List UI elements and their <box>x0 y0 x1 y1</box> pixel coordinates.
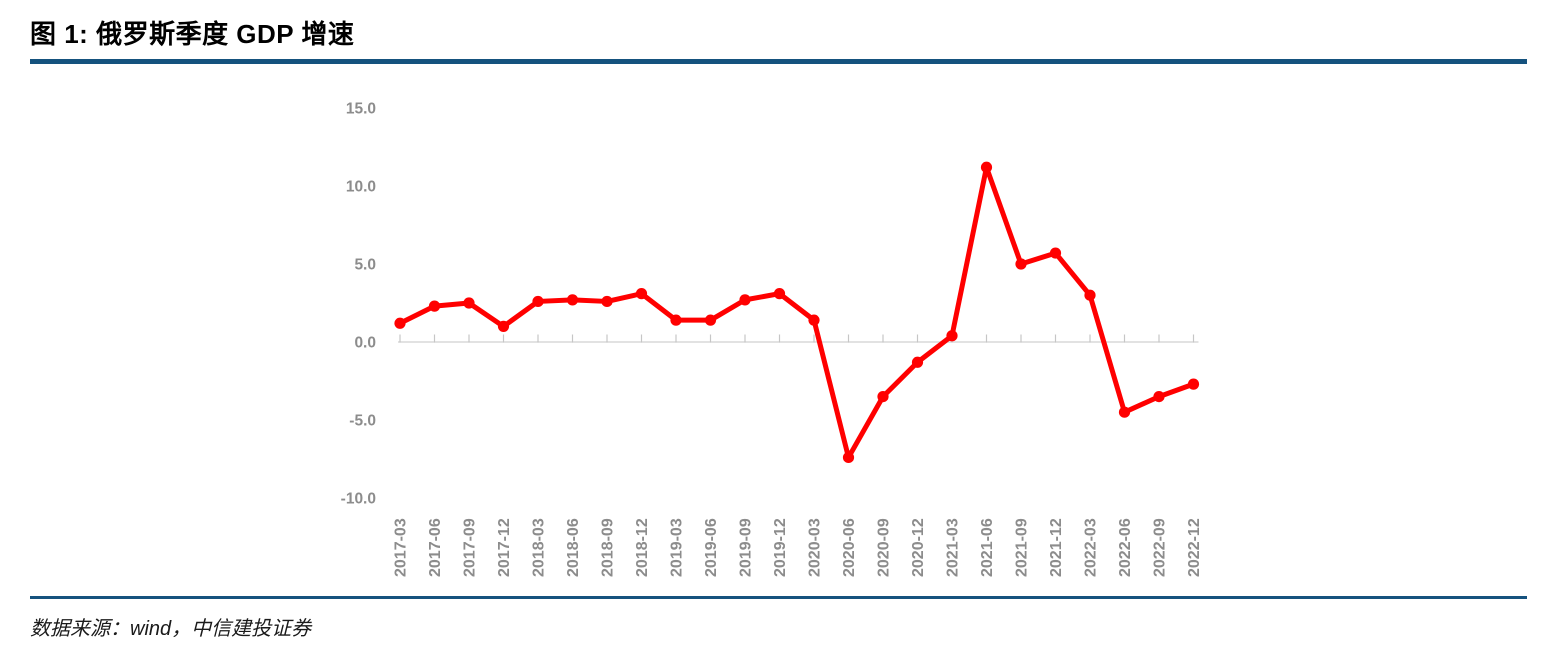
data-point-2020-03 <box>808 314 820 326</box>
data-point-2018-06 <box>566 294 579 306</box>
x-axis-label: 2020-12 <box>910 518 927 577</box>
x-axis-label: 2019-09 <box>738 518 755 577</box>
y-axis-label: 15.0 <box>346 101 376 118</box>
x-axis-label: 2019-12 <box>772 518 789 577</box>
x-axis-label: 2021-03 <box>945 518 962 577</box>
x-axis-label: 2017-09 <box>462 518 479 577</box>
x-axis-label: 2018-03 <box>531 518 548 577</box>
y-axis-label: 0.0 <box>354 335 376 352</box>
figure-title: 图 1: 俄罗斯季度 GDP 增速 <box>30 19 355 49</box>
x-axis-label: 2019-03 <box>669 518 686 577</box>
x-axis-label: 2017-03 <box>393 518 410 577</box>
x-axis-label: 2021-09 <box>1014 518 1031 577</box>
data-point-2019-09 <box>739 294 751 306</box>
data-point-2017-12 <box>497 320 510 332</box>
data-point-2017-06 <box>428 300 441 312</box>
data-point-2018-09 <box>601 295 613 308</box>
data-point-2018-03 <box>532 295 544 308</box>
x-axis-label: 2017-12 <box>496 518 513 577</box>
x-axis-label: 2018-06 <box>565 518 582 577</box>
y-axis-label: 5.0 <box>354 257 376 274</box>
x-axis-label: 2022-03 <box>1083 518 1100 577</box>
data-point-2018-12 <box>635 288 648 300</box>
x-axis-label: 2022-12 <box>1186 518 1203 577</box>
x-axis-label: 2017-06 <box>427 518 444 577</box>
data-point-2019-06 <box>704 314 717 326</box>
data-point-2021-03 <box>946 330 958 342</box>
data-point-2017-03 <box>394 317 406 329</box>
x-axis-label: 2020-09 <box>876 518 893 577</box>
data-point-2022-09 <box>1153 391 1165 403</box>
x-axis-label: 2022-06 <box>1117 518 1134 577</box>
x-axis-label: 2020-06 <box>841 518 858 577</box>
footer-divider-line <box>30 596 1527 599</box>
x-axis-label: 2018-12 <box>634 518 651 577</box>
data-point-2020-12 <box>911 356 924 368</box>
data-point-2017-09 <box>463 297 475 309</box>
gdp-series-line <box>397 164 1196 460</box>
x-axis-label: 2021-06 <box>979 518 996 577</box>
y-axis-label: -10.0 <box>341 491 376 508</box>
x-axis-label: 2019-06 <box>703 518 720 577</box>
data-point-2022-06 <box>1118 406 1131 418</box>
data-point-2019-12 <box>773 288 786 300</box>
data-point-2021-09 <box>1015 258 1027 270</box>
title-divider-line <box>30 59 1527 64</box>
data-point-2021-12 <box>1049 247 1062 259</box>
y-axis-label: -5.0 <box>349 413 376 430</box>
x-axis-label: 2022-09 <box>1152 518 1169 577</box>
data-point-2020-06 <box>842 451 855 464</box>
data-point-2019-03 <box>670 314 682 326</box>
data-point-2020-09 <box>877 391 889 403</box>
data-point-2022-03 <box>1084 289 1096 301</box>
x-axis-label: 2020-03 <box>807 518 824 577</box>
x-axis-label: 2021-12 <box>1048 518 1065 577</box>
figure-source: 数据来源：wind，中信建投证券 <box>30 618 312 640</box>
x-axis-label: 2018-09 <box>600 518 617 577</box>
data-point-2022-12 <box>1187 378 1200 390</box>
gdp-line-chart: 15.0 10.0 5.0 0.0 -5.0 -10.0 2017-03 2017-06 201… <box>0 80 1555 595</box>
data-point-2021-06 <box>980 161 993 173</box>
y-axis-label: 10.0 <box>346 179 376 196</box>
chart-canvas: 15.0 10.0 5.0 0.0 -5.0 -10.0 2017-03 2017-06 201… <box>341 101 1203 578</box>
